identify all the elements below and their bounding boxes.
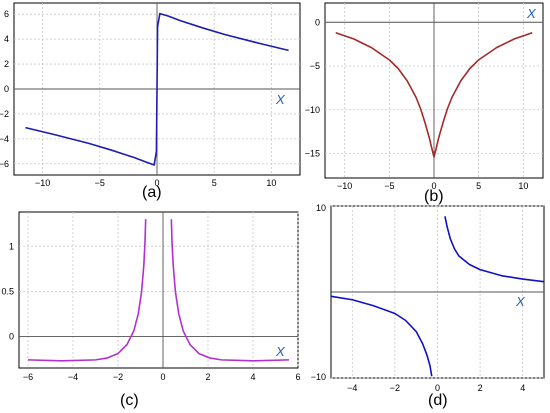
panel-b-ticks: −10 −5 0 5 10 0 −5 −10 −15 [305,17,529,191]
panel-c-curves [27,219,290,362]
panel-d-curves [330,216,545,377]
panel-c-grid [19,212,299,368]
y-tick-label: 10 [316,203,326,213]
panel-a-axis-name: X [275,92,286,107]
panel-c-axis-name: X [275,344,286,359]
y-tick-label: 0 [4,84,9,94]
x-tick-label: −4 [68,372,78,382]
y-tick-label: −6 [0,159,9,169]
x-tick-label: 2 [478,383,483,393]
x-tick-label: 5 [212,178,217,188]
x-tick-label: 0 [431,181,436,191]
x-tick-label: 5 [476,181,481,191]
y-tick-label: 4 [4,34,9,44]
panel-d-label: (d) [428,392,448,409]
panel-d-axis-name: X [515,294,526,309]
y-tick-label: −15 [305,149,320,159]
series-curve-1 [335,31,533,158]
panel-c: −6 −4 −2 0 2 4 6 1 0.5 0 X (c) [1,211,301,409]
x-tick-label: 0 [435,383,440,393]
panel-c-label: (c) [120,392,139,409]
panel-b-axis-name: X [526,6,537,21]
panel-c-ticks: −6 −4 −2 0 2 4 6 1 0.5 0 [1,241,300,382]
y-tick-label: 0 [9,331,14,341]
panel-b-grid [325,3,543,178]
y-tick-label: 0 [315,17,320,27]
panel-b-curves [335,31,533,158]
y-tick-label: −5 [310,61,320,71]
series-curve-1 [25,12,289,166]
series-curve-2 [444,216,545,283]
panel-d-grid [331,205,544,379]
panel-b-label: (b) [424,188,444,205]
x-tick-label: 0 [160,372,165,382]
panel-c-frame [18,211,299,369]
y-tick-label: 2 [4,59,9,69]
x-tick-label: −5 [95,178,105,188]
panel-a-ticks: −10 −5 0 5 10 −6 −4 −2 0 2 4 6 [0,9,276,188]
y-tick-label: −10 [305,105,320,115]
x-tick-label: 0 [154,178,159,188]
x-tick-label: 6 [295,372,300,382]
x-tick-label: 10 [266,178,276,188]
x-tick-label: −6 [23,372,33,382]
y-tick-label: 1 [9,241,14,251]
panel-b: −10 −5 0 5 10 0 −5 −10 −15 X (b) [305,2,544,205]
x-tick-label: −5 [384,181,394,191]
y-tick-label: −4 [0,134,9,144]
x-tick-label: 4 [250,372,255,382]
series-curve-1 [27,219,147,362]
panel-d-ticks: −4 −2 0 2 4 10 −10 [311,203,525,393]
panel-a-curves [25,12,289,166]
panel-a: −10 −5 0 5 10 −6 −4 −2 0 2 4 6 X (a) [0,2,301,201]
x-tick-label: 4 [520,383,525,393]
panel-a-label: (a) [142,184,162,201]
x-tick-label: −4 [347,383,357,393]
x-tick-label: −10 [35,178,50,188]
series-curve-2 [170,219,290,362]
x-tick-label: −2 [390,383,400,393]
x-tick-label: 10 [518,181,528,191]
x-tick-label: 2 [205,372,210,382]
y-tick-label: −10 [311,372,326,382]
series-curve-1 [330,295,433,377]
y-tick-label: 0.5 [1,286,14,296]
y-tick-label: −2 [0,109,9,119]
x-tick-label: −10 [337,181,352,191]
x-tick-label: −2 [113,372,123,382]
y-tick-label: 6 [4,9,9,19]
panel-d: −4 −2 0 2 4 10 −10 X (d) [311,203,545,409]
